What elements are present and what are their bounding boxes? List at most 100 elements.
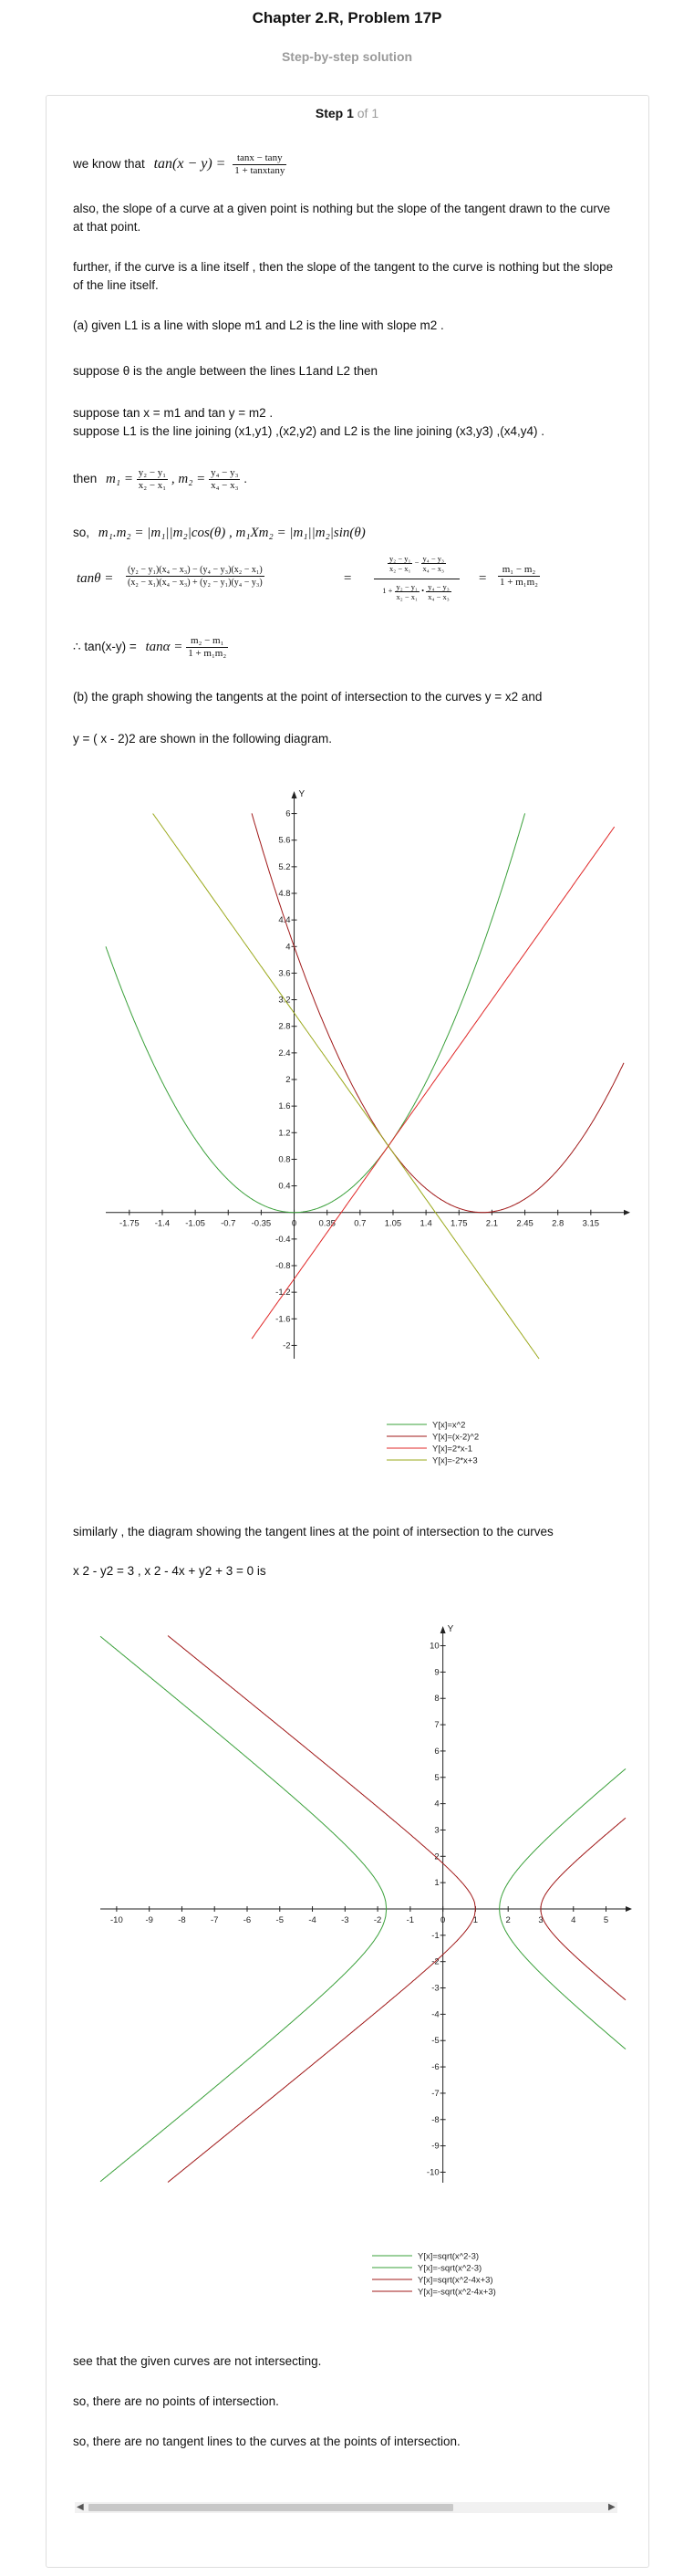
solution-card (46, 95, 649, 2568)
y-tick-label: -0.8 (275, 1261, 290, 1271)
formula-slopes: then m₁ = y₂ − y₁ x₂ − x₁ , m₂ = y₄ − y₃… (73, 467, 247, 492)
x-tick-label: 5 (604, 1915, 608, 1925)
x-tick-label: 1.05 (385, 1219, 402, 1229)
legend-label: Y[x]=sqrt(x^2-4x+3) (418, 2276, 493, 2286)
paragraph-suppose-tan: suppose tan x = m1 and tan y = m2 . (73, 406, 274, 420)
ratio-times: • (421, 586, 425, 595)
x-tick-label: -1 (407, 1915, 414, 1925)
y-tick-label: -1 (431, 1931, 439, 1941)
scrollbar-thumb[interactable] (88, 2504, 453, 2511)
formula-tan-difference: we know that tan(x − y) = tanx − tany 1 … (73, 152, 287, 177)
step-count: of 1 (357, 106, 379, 120)
x-tick-label: -3 (341, 1915, 348, 1925)
y-tick-label: 2.8 (278, 1022, 290, 1032)
tan-theta-denominator-3: 1 + m₁m₂ (500, 577, 538, 588)
paragraph-no-points: so, there are no points of intersection. (73, 2394, 279, 2408)
legend-label: Y[x]=-sqrt(x^2-3) (418, 2264, 482, 2274)
legend-label: Y[x]=2*x-1 (432, 1444, 472, 1455)
y-axis-label: Y (299, 789, 306, 799)
formula-tan-theta: tanθ = (y₂ − y₁)(x₄ − x₃) − (y₄ − y₃)(x₂… (77, 553, 624, 611)
series-line (540, 1817, 627, 1910)
ratio-d-den: x₄ − x₃ (428, 591, 450, 601)
y-tick-label: 1.6 (278, 1101, 290, 1111)
y-tick-label: 8 (434, 1694, 439, 1704)
x-tick-label: 0 (440, 1915, 445, 1925)
y-tick-label: 2.4 (278, 1048, 290, 1059)
series-line (99, 1635, 388, 1910)
y-tick-label: 5.2 (278, 862, 290, 872)
paragraph-given-lines: (a) given L1 is a line with slope m1 and… (73, 318, 444, 332)
formula-lhs: tan(x − y) = (153, 156, 226, 172)
ratio-c-num: y₂ − y₁ (394, 581, 420, 592)
y-tick-label: -4 (431, 2009, 439, 2019)
slope-m1-numerator: y₂ − y₁ (136, 467, 169, 480)
y-tick-label: 2 (434, 1851, 439, 1862)
legend-label: Y[x]=x^2 (432, 1421, 465, 1431)
y-tick-label: -8 (431, 2115, 439, 2125)
dot-cross-prefix: so, (73, 526, 90, 539)
y-tick-label: -1.6 (275, 1314, 290, 1324)
y-tick-label: 4.4 (278, 915, 290, 925)
x-tick-label: 4 (571, 1915, 575, 1925)
series-line (105, 813, 526, 1214)
tan-theta-fraction-1: (y₂ − y₁)(x₄ − x₃) − (y₄ − y₃)(x₂ − x₁) … (126, 564, 264, 589)
y-tick-label: 3.2 (278, 996, 290, 1006)
paragraph-not-intersecting: see that the given curves are not inters… (73, 2354, 322, 2368)
y-tick-label: 0.8 (278, 1154, 290, 1164)
slope-m2-fraction: y₄ − y₃ x₄ − x₃ (209, 467, 241, 492)
x-tick-label: 3 (538, 1915, 543, 1925)
chart-parabolas-tangents: Y -1.75 -1.4 -1.05 -0.7 -0.35 0 0.35 0.7 1.05 1.4 1… (105, 789, 630, 1466)
x-tick-label: -1.4 (155, 1219, 170, 1229)
x-tick-label: 2.1 (486, 1219, 498, 1229)
y-tick-label: -0.4 (275, 1235, 290, 1245)
y-tick-label: 7 (434, 1720, 439, 1730)
tan-theta-denominator-1: (x₂ − x₁)(x₄ − x₃) + (y₂ − y₁)(y₄ − y₃) (128, 578, 263, 588)
slopes-period: . (243, 472, 247, 486)
x-tick-label: -1.75 (119, 1219, 140, 1229)
y-tick-label: 4.8 (278, 889, 290, 899)
formula-dot-cross: so, m₁.m₂ = |m₁||m₂|cos(θ) , m₁Xm₂ = |m₁… (73, 524, 366, 542)
y-tick-label: 6 (285, 809, 290, 819)
ratio-a-num: y₂ − y₁ (387, 553, 413, 564)
x-tick-label: 2.45 (516, 1219, 533, 1229)
paragraph-graph-intro-1: (b) the graph showing the tangents at th… (73, 690, 543, 704)
series-line (167, 1635, 476, 1910)
x-tick-label: 0.7 (354, 1219, 366, 1229)
y-axis-label: Y (448, 1624, 454, 1634)
tan-theta-fraction-2: y₂ − y₁ x₂ − x₁ − y₄ − y₃ x₄ − x₃ 1 + y₂ −… (367, 553, 467, 611)
paragraph-slope-line: further, if the curve is a line itself ,… (73, 260, 614, 292)
scroll-right-icon[interactable]: ▶ (608, 2502, 616, 2512)
y-tick-label: 0.4 (278, 1182, 290, 1192)
series-line (251, 813, 625, 1214)
tan-alpha-denominator: 1 + m₁m₂ (188, 648, 227, 659)
y-tick-label: -3 (431, 1984, 439, 1994)
x-tick-label: 2 (506, 1915, 511, 1925)
y-tick-label: 3 (434, 1825, 439, 1835)
paragraph-no-tangents: so, there are no tangent lines to the cu… (73, 2435, 461, 2448)
y-tick-label: -2 (431, 1957, 439, 1967)
y-tick-label: -6 (431, 2062, 439, 2072)
series-line (152, 813, 540, 1360)
chart-hyperbolas: Y-10 -9 -8 -7 -6 -5 -4 -3 -2 -1 0 1 2 3 4 5-10-9-8-7-6-… (99, 1624, 632, 2298)
formula-numerator: tanx − tany (233, 152, 287, 165)
y-tick-label: -2 (283, 1340, 290, 1351)
y-axis-arrow (291, 791, 297, 798)
tan-alpha-prefix: ∴ tan(x-y) = (73, 640, 137, 654)
legend-label: Y[x]=-2*x+3 (432, 1456, 478, 1466)
y-tick-label: 10 (430, 1642, 440, 1652)
x-tick-label: -5 (276, 1915, 284, 1925)
series-line (251, 826, 616, 1340)
paragraph-slope-curve: also, the slope of a curve at a given po… (73, 202, 611, 234)
x-tick-label: -0.35 (252, 1219, 272, 1229)
y-tick-label: 5.6 (278, 836, 290, 846)
y-tick-label: 3.6 (278, 968, 290, 978)
tan-theta-numerator-3: m₁ − m₂ (498, 564, 540, 577)
dot-cross-expression: m₁.m₂ = |m₁||m₂|cos(θ) , m₁Xm₂ = |m₁||m₂… (98, 526, 366, 540)
ratio-b-den: x₄ − x₃ (422, 563, 444, 573)
x-tick-label: 3.15 (583, 1219, 600, 1229)
slopes-prefix: then (73, 472, 98, 486)
x-tick-label: 1.75 (451, 1219, 467, 1229)
scroll-left-icon[interactable]: ◀ (77, 2502, 84, 2512)
x-tick-label: 1 (473, 1915, 478, 1925)
ratio-a-den: x₂ − x₁ (388, 563, 411, 573)
